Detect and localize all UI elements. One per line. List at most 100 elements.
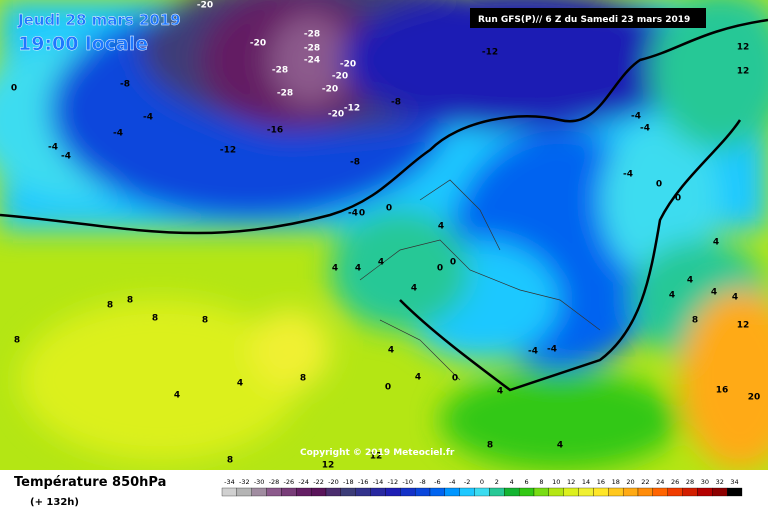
scale-label: -18 (343, 478, 354, 486)
scale-swatch (355, 487, 371, 497)
scale-label: 4 (510, 478, 514, 486)
scale-swatch (667, 487, 683, 497)
scale-label: -32 (239, 478, 250, 486)
scale-swatch (444, 487, 460, 497)
map-label: 4 (687, 276, 693, 286)
map-label: -20 (250, 39, 266, 49)
scale-label: -30 (254, 478, 265, 486)
map-label: -4 (143, 113, 153, 123)
scale-swatch (400, 487, 416, 497)
scale-swatch (325, 487, 342, 497)
map-label: 8 (692, 316, 698, 326)
scale-label: -22 (313, 478, 324, 486)
scale-label: 26 (671, 478, 679, 486)
scale-swatch (459, 487, 475, 497)
map-label: 0 (437, 264, 443, 274)
scale-label: 28 (686, 478, 694, 486)
map-label: -16 (267, 126, 283, 136)
map-label: 16 (716, 386, 729, 396)
map-label: -28 (277, 89, 293, 99)
scale-label: 0 (480, 478, 484, 486)
map-label: 4 (438, 222, 444, 232)
scale-swatch (533, 487, 550, 497)
map-label: -28 (304, 30, 320, 40)
map-label: -20 (197, 1, 213, 11)
scale-swatch (593, 487, 609, 497)
scale-swatch (548, 487, 564, 497)
map-label: 4 (332, 264, 338, 274)
map-label: 0 (385, 383, 391, 393)
map-label: 4 (732, 293, 738, 303)
scale-swatch (281, 487, 297, 497)
scale-label: 8 (539, 478, 543, 486)
scale-swatch (652, 487, 668, 497)
map-label: -8 (391, 98, 401, 108)
scale-swatch (682, 487, 698, 497)
scale-swatch (340, 487, 356, 497)
map-label: 4 (355, 264, 361, 274)
scale-label: -26 (284, 478, 295, 486)
zero-isotherm (0, 18, 768, 235)
scale-label: -4 (449, 478, 455, 486)
scale-swatch (474, 487, 490, 497)
map-label: 8 (14, 336, 20, 346)
scale-swatch (489, 487, 505, 497)
scale-swatch (726, 487, 743, 497)
scale-swatch (697, 487, 713, 497)
scale-swatch (236, 487, 252, 497)
map-label: 0 (359, 209, 365, 219)
scale-swatch (563, 487, 579, 497)
map-label: 4 (557, 441, 563, 451)
scale-label: 16 (597, 478, 605, 486)
map-label: -8 (120, 80, 130, 90)
map-label: 0 (452, 374, 458, 384)
color-scale: -34 -32 -30 -28 -26 -24 -22 -20 -18 -16 -14 -12 -10-… (221, 478, 743, 497)
scale-label: -10 (402, 478, 413, 486)
borders (359, 179, 601, 381)
map-label: 0 (656, 180, 662, 190)
scale-label: 2 (495, 478, 499, 486)
scale-label: 32 (716, 478, 724, 486)
map-label: 4 (415, 373, 421, 383)
map-label: -28 (304, 44, 320, 54)
scale-label: -14 (373, 478, 384, 486)
map-label: 8 (152, 314, 158, 324)
map-label: 20 (748, 393, 761, 403)
map-label: -20 (322, 85, 338, 95)
run-info: Run GFS(P)// 6 Z du Samedi 23 mars 2019 (478, 15, 690, 25)
map-label: -28 (272, 66, 288, 76)
map-label: 8 (487, 441, 493, 451)
map-label: -4 (623, 170, 633, 180)
map-label: -12 (482, 48, 498, 58)
map-label: 4 (237, 379, 243, 389)
map-label: 0 (450, 258, 456, 268)
map-label: -4 (640, 124, 650, 134)
scale-label: 6 (525, 478, 529, 486)
scale-swatch (637, 487, 654, 497)
map-label: -4 (48, 143, 58, 153)
scale-swatch (429, 487, 446, 497)
scale-label: 20 (626, 478, 634, 486)
footer-title: Température 850hPa (14, 475, 166, 490)
map-label: -20 (332, 72, 348, 82)
map-label: 12 (322, 461, 335, 471)
temperature-field (0, 0, 768, 470)
map-label: 0 (675, 194, 681, 204)
scale-swatch (266, 487, 282, 497)
scale-label: -20 (328, 478, 339, 486)
map-label: 8 (127, 296, 133, 306)
map-label: 8 (107, 301, 113, 311)
map-label: -4 (528, 347, 538, 357)
map-labels: -20-20-28-28-24-28-20-20-28 -20-12-20-16-… (11, 1, 760, 471)
scale-label: 22 (641, 478, 649, 486)
scale-swatch (608, 487, 624, 497)
date: Jeudi 28 mars 2019 (17, 11, 181, 29)
map-label: 4 (388, 346, 394, 356)
copyright: Copyright © 2019 Meteociel.fr (300, 448, 455, 458)
scale-swatch (251, 487, 267, 497)
map-label: 12 (737, 43, 750, 53)
map-label: -20 (340, 60, 356, 70)
map-label: -12 (344, 104, 360, 114)
